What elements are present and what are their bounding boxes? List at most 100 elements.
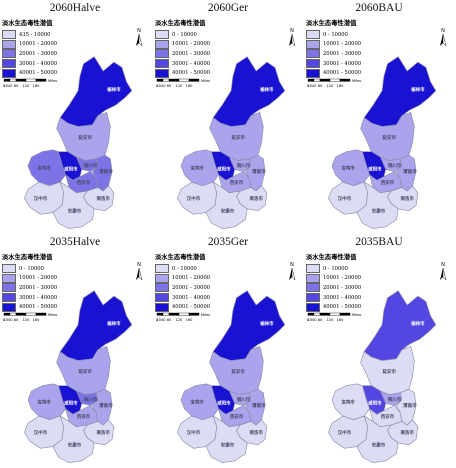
legend-swatch [2,293,16,303]
city-label: 榆林市 [260,320,274,327]
scale-tick-label: 80 [318,84,323,88]
city-label: 渭南市 [403,168,417,175]
region-baoji [180,383,219,420]
legend: 淡水生态毒性潜值 0 - 10000 10001 - 20000 20001 - 30… [155,18,215,78]
north-label: N [137,28,141,34]
legend-title: 淡水生态毒性潜值 [155,254,206,261]
legend-item: 20001 - 30000 [306,49,366,59]
legend-title: 淡水生态毒性潜值 [306,20,357,27]
city-label: 商洛市 [96,429,110,436]
legend-swatch [2,273,16,283]
region-baoji [27,383,66,420]
panel-title: 2060Ger [207,2,249,14]
scale-tick-label: 0 [3,318,6,322]
city-label: 渭南市 [403,402,417,409]
city-label: 商洛市 [400,429,414,436]
scale-tick-label: 160 [337,318,345,322]
city-label: 宝鸡市 [341,399,355,406]
city-label: 咸阳市 [217,399,231,406]
city-label: 商洛市 [400,195,414,202]
scale-tick-label: 80 [14,84,19,88]
legend-item: 30001 - 40000 [306,293,366,303]
legend-title: 淡水生态毒性潜值 [2,20,53,27]
legend-label: 40001 - 50000 [19,70,58,77]
panel-title: 2060BAU [355,2,403,14]
legend: 淡水生态毒性潜值 435 - 10000 10001 - 20000 20001 - … [2,18,62,78]
region-yanan [209,345,264,395]
legend-item: 0 - 10000 [155,264,215,274]
scale-tick-label: 120 [327,84,335,88]
scale-bar: 0 2040 80 120 160 Miles [306,75,370,88]
map-panel: 2035Ger 淡水生态毒性潜值 0 - 10000 10001 - 20000 200… [153,236,303,468]
panel-title: 2035Ger [207,236,249,248]
legend-item: 40001 - 50000 [306,68,366,78]
scale-tick-label: 2040 [307,84,317,88]
city-label: 商洛市 [96,195,110,202]
scale-bar: 0 2040 80 120 160 Miles [155,75,219,88]
legend-swatch [155,273,169,283]
scale-tick-label: 2040 [156,84,166,88]
legend-swatch [2,59,16,69]
legend-swatch [2,49,16,59]
scale-tick-label: 0 [3,84,6,88]
legend-item: 20001 - 30000 [306,283,366,293]
region-baoji [27,149,66,186]
legend-label: 0 - 10000 [323,265,348,272]
legend-item: 10001 - 20000 [306,273,366,284]
region-yulin [212,290,286,361]
legend-label: 20001 - 30000 [323,284,362,291]
region-baoji [331,149,370,186]
city-label: 宝鸡市 [341,165,355,172]
legend-label: 30001 - 40000 [323,60,362,67]
city-label: 西安市 [230,413,244,420]
legend-title: 淡水生态毒性潜值 [155,20,206,27]
scale-tick-label: 160 [33,84,41,88]
city-label: 延安市 [382,134,397,141]
legend-swatch [155,68,169,78]
region-yulin [59,290,133,361]
scale-bar: 0 2040 80 120 160 Miles [155,309,219,322]
scale-tick-label: 2040 [156,318,166,322]
city-label: 咸阳市 [64,399,78,406]
legend-label: 10001 - 20000 [323,41,362,48]
legend-swatch [306,283,320,293]
legend-label: 40001 - 50000 [323,70,362,77]
legend-swatch [2,283,16,293]
city-label: 延安市 [78,368,93,375]
legend-swatch [306,273,320,283]
scale-bar: 0 2040 80 120 160 Miles [2,75,66,88]
legend-label: 0 - 10000 [172,31,197,38]
region-yanan [56,111,111,161]
region-baoji [180,149,219,186]
panel-title: 2035BAU [355,236,403,248]
region-ankang [205,181,248,229]
north-label: N [290,28,294,34]
legend: 淡水生态毒性潜值 0 - 10000 10001 - 20000 20001 - 30… [306,18,366,78]
city-label: 宝鸡市 [37,399,51,406]
legend-title: 淡水生态毒性潜值 [2,254,53,261]
scale-tick-label: 80 [318,318,323,322]
map-panel: 2060BAU 淡水生态毒性潜值 0 - 10000 10001 - 20000 200… [304,2,454,234]
city-label: 商洛市 [249,195,263,202]
north-arrow-icon: N [285,26,299,48]
legend-item: 20001 - 30000 [155,283,215,293]
legend-item: 20001 - 30000 [2,49,62,59]
city-label: 榆林市 [260,86,274,93]
city-label: 安康市 [372,208,386,215]
scale-bar: 0 2040 80 120 160 Miles [2,309,66,322]
legend-item: 10001 - 20000 [306,39,366,50]
scale-bar: 0 2040 80 120 160 Miles [306,309,370,322]
legend-label: 10001 - 20000 [19,41,58,48]
legend-label: 20001 - 30000 [19,284,58,291]
city-label: 汉中市 [187,195,201,202]
region-yanan [209,111,264,161]
legend-swatch [306,302,320,312]
city-label: 榆林市 [411,320,425,327]
region-ankang [52,181,95,229]
region-baoji [331,383,370,420]
map-panel: 2060Halve 淡水生态毒性潜值 435 - 10000 10001 - 2000… [0,2,150,234]
